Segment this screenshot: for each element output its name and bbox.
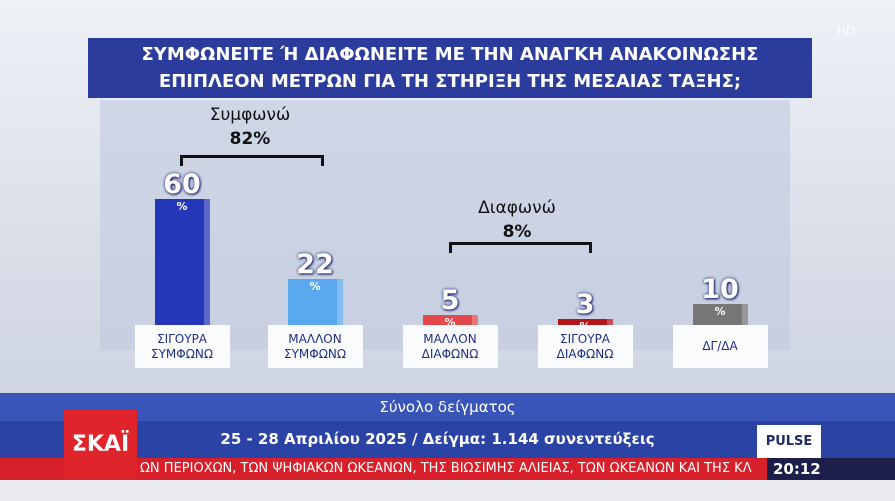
annotation-label: Συμφωνώ (209, 105, 291, 125)
chart-panel (100, 100, 790, 350)
annotation-label: Διαφωνώ (478, 198, 556, 218)
sample-title: Σύνολο δείγματος (0, 393, 895, 421)
category-label: ΜΑΛΛΟΝ ΣΥΜΦΩΝΩ (267, 325, 363, 368)
channel-logo: ΣΚΑΪ (64, 410, 137, 480)
chart: 60% ΣΙΓΟΥΡΑ ΣΥΜΦΩΝΩ 22% ΜΑΛΛΟΝ ΣΥΜΦΩΝΩ 5% ΜΑΛ… (134, 105, 768, 368)
pollster-logo: PULSE (757, 425, 821, 458)
bar (557, 318, 613, 325)
annotation-total: 82% (229, 129, 271, 149)
clock: 20:12 (767, 458, 895, 480)
value-label: 3 (575, 288, 595, 320)
bracket (449, 242, 592, 253)
title: ΣΥΜΦΩΝΕΙΤΕ Ή ΔΙΑΦΩΝΕΙΤΕ ΜΕ ΤΗΝ ΑΝΑΓΚΗ ΑΝ… (88, 38, 812, 98)
bottom-strip (0, 480, 895, 501)
details-band (0, 421, 895, 458)
value-label: 60 (163, 169, 201, 200)
value-label: 10 (701, 274, 739, 305)
details: 25 - 28 Απριλίου 2025 / Δείγμα: 1.144 συ… (220, 430, 655, 448)
bar (422, 314, 478, 325)
bar (287, 278, 343, 325)
bar (154, 199, 210, 325)
title-line: ΕΠΙΠΛΕΟΝ ΜΕΤΡΩΝ ΓΙΑ ΤΗ ΣΤΗΡΙΞΗ ΤΗΣ ΜΕΣΑΙ… (158, 71, 742, 92)
category-label: ΜΑΛΛΟΝ ΔΙΑΦΩΝΩ (402, 325, 498, 368)
hd-badge: HD (836, 24, 855, 38)
value-unit: % (444, 315, 456, 329)
category-label: ΔΓ/ΔΑ (672, 325, 768, 368)
bracket (180, 155, 324, 166)
title-line: ΣΥΜΦΩΝΕΙΤΕ Ή ΔΙΑΦΩΝΕΙΤΕ ΜΕ ΤΗΝ ΑΝΑΓΚΗ ΑΝ… (141, 44, 759, 65)
category-label: ΣΙΓΟΥΡΑ ΣΥΜΦΩΝΩ (134, 325, 230, 368)
value-label: 5 (440, 284, 460, 316)
value-label: 22 (296, 248, 334, 280)
value-unit: % (714, 305, 726, 318)
value-unit: % (176, 200, 188, 213)
value-unit: % (309, 279, 321, 293)
category-label: ΣΙΓΟΥΡΑ ΔΙΑΦΩΝΩ (537, 325, 633, 368)
bar (692, 304, 748, 325)
ticker: ΩΝ ΠΕΡΙΟΧΩΝ, ΤΩΝ ΨΗΦΙΑΚΩΝ ΩΚΕΑΝΩΝ, ΤΗΣ Β… (0, 458, 895, 480)
annotation-total: 8% (502, 222, 532, 242)
